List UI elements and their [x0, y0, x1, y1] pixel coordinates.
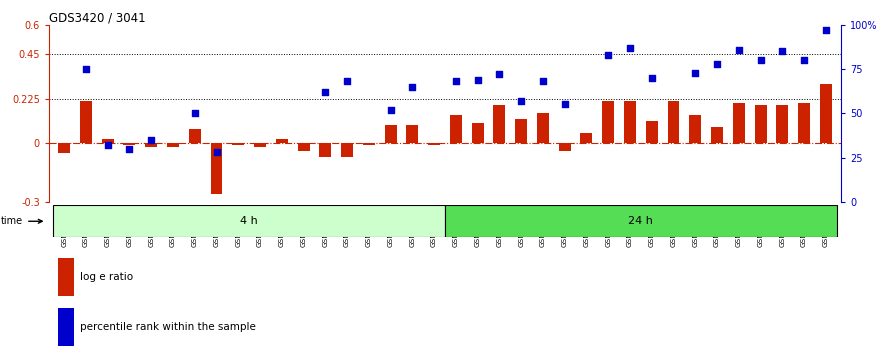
Point	[644, 75, 659, 81]
Point	[319, 89, 333, 95]
Bar	[211, 143, 222, 194]
Bar	[254, 143, 266, 147]
Bar	[80, 102, 92, 143]
Point	[754, 57, 768, 63]
Point	[514, 98, 529, 104]
Bar	[58, 143, 70, 153]
Point	[797, 57, 811, 63]
Text: 4 h: 4 h	[240, 216, 258, 226]
Point	[340, 79, 354, 84]
Bar	[232, 143, 244, 145]
Bar	[776, 105, 789, 143]
Point	[492, 72, 506, 77]
Bar	[58, 308, 74, 346]
Bar	[320, 143, 331, 156]
Bar	[101, 139, 114, 143]
Bar	[297, 143, 310, 151]
Point	[710, 61, 724, 67]
Point	[471, 77, 485, 82]
Bar	[559, 143, 570, 151]
Point	[144, 137, 158, 143]
Bar	[58, 258, 74, 296]
Bar	[124, 143, 135, 145]
Point	[688, 70, 702, 75]
Text: 24 h: 24 h	[628, 216, 653, 226]
Point	[557, 102, 571, 107]
Bar	[603, 102, 614, 143]
Bar	[341, 143, 353, 156]
Bar	[689, 115, 701, 143]
Bar	[668, 102, 679, 143]
Bar	[384, 125, 397, 143]
Bar	[624, 102, 636, 143]
Point	[623, 45, 637, 51]
Bar	[537, 113, 549, 143]
Bar	[53, 205, 445, 237]
Bar	[820, 84, 832, 143]
Bar	[580, 133, 593, 143]
Bar	[145, 143, 158, 147]
Bar	[493, 105, 506, 143]
Text: time: time	[1, 216, 42, 226]
Bar	[755, 105, 766, 143]
Bar	[363, 143, 375, 145]
Point	[819, 27, 833, 33]
Bar	[445, 205, 837, 237]
Point	[449, 79, 463, 84]
Bar	[646, 121, 658, 143]
Bar	[711, 127, 723, 143]
Point	[601, 52, 615, 58]
Bar	[189, 129, 201, 143]
Point	[122, 146, 136, 152]
Text: GDS3420 / 3041: GDS3420 / 3041	[49, 12, 146, 25]
Bar	[472, 123, 483, 143]
Bar	[732, 103, 745, 143]
Bar	[407, 125, 418, 143]
Point	[79, 66, 93, 72]
Text: log e ratio: log e ratio	[80, 272, 134, 282]
Text: percentile rank within the sample: percentile rank within the sample	[80, 322, 256, 332]
Bar	[798, 103, 810, 143]
Bar	[450, 115, 462, 143]
Bar	[276, 139, 287, 143]
Point	[536, 79, 550, 84]
Point	[775, 48, 789, 54]
Point	[405, 84, 419, 90]
Point	[732, 47, 746, 52]
Bar	[428, 143, 440, 145]
Point	[209, 149, 223, 155]
Point	[188, 110, 202, 116]
Bar	[167, 143, 179, 147]
Point	[101, 142, 115, 148]
Bar	[515, 119, 527, 143]
Point	[384, 107, 398, 113]
